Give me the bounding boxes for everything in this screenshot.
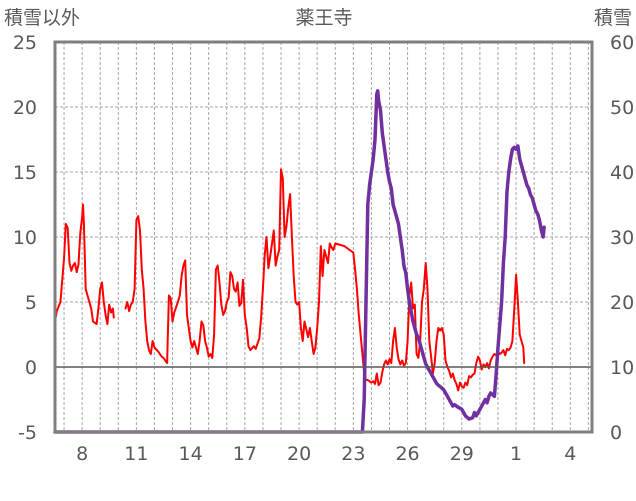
y-left-label: 積雪以外 — [4, 7, 80, 29]
series-layer — [53, 89, 546, 434]
chart-title: 薬王寺 — [295, 7, 352, 29]
y-right-tick-label: 60 — [610, 32, 634, 54]
x-tick-label: 14 — [179, 443, 203, 465]
x-tick-label: 29 — [450, 443, 474, 465]
axes — [53, 40, 594, 434]
y-right-tick-label: 30 — [610, 227, 634, 249]
x-tick-label: 4 — [564, 443, 576, 465]
y-right-tick-label: 40 — [610, 162, 634, 184]
y-right-label: 積雪 — [594, 7, 632, 29]
x-tick-label: 17 — [233, 443, 257, 465]
y-right-tick-label: 10 — [610, 357, 634, 379]
x-tick-label: 8 — [76, 443, 88, 465]
x-tick-label: 1 — [510, 443, 522, 465]
y-left-tick-label: -5 — [18, 422, 37, 444]
x-tick-label: 26 — [395, 443, 419, 465]
series-line-right — [53, 89, 546, 434]
x-tick-label: 11 — [124, 443, 148, 465]
y-right-tick-label: 50 — [610, 97, 634, 119]
series-line-left — [124, 168, 526, 392]
y-left-tick-label: 25 — [13, 32, 37, 54]
series-line-left — [54, 203, 115, 326]
y-left-tick-label: 15 — [13, 162, 37, 184]
y-left-tick-label: 0 — [25, 357, 37, 379]
x-tick-label: 23 — [341, 443, 365, 465]
plot-frame — [53, 40, 594, 434]
x-tick-label: 20 — [287, 443, 311, 465]
y-left-tick-label: 10 — [13, 227, 37, 249]
y-right-tick-label: 20 — [610, 292, 634, 314]
y-left-tick-label: 20 — [13, 97, 37, 119]
y-left-tick-label: 5 — [25, 292, 37, 314]
y-right-tick-label: 0 — [610, 422, 622, 444]
